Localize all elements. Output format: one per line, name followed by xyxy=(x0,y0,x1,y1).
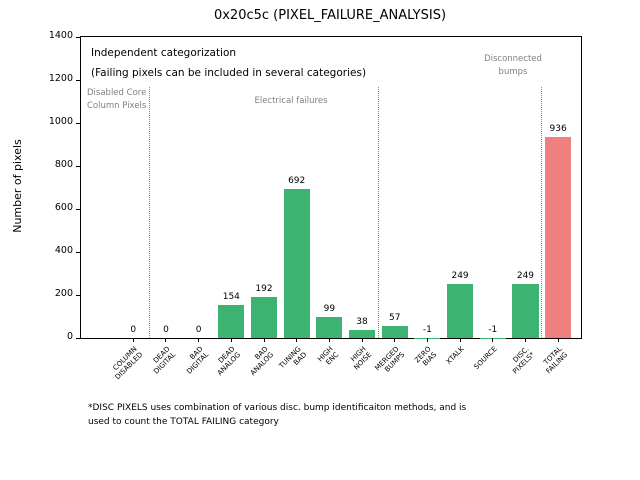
bar-4 xyxy=(250,296,278,338)
bar-value-label: 692 xyxy=(288,176,306,187)
y-tick-mark xyxy=(76,122,81,124)
x-tick-mark xyxy=(296,338,298,342)
bar-8 xyxy=(381,325,408,338)
bar-3 xyxy=(218,304,245,338)
region-label-1: Electrical failures xyxy=(254,96,328,106)
y-tick-label: 0 xyxy=(66,331,73,342)
region-label-0: Disabled Core Column Pixels xyxy=(87,88,147,111)
footnote: *DISC PIXELS uses combination of various… xyxy=(88,403,467,427)
y-tick-mark xyxy=(76,165,81,167)
category-separator-line xyxy=(149,87,151,338)
bar-value-label: 0 xyxy=(195,325,202,335)
bar-7 xyxy=(348,329,376,338)
region-label-2: Disconnected bumps xyxy=(484,54,542,77)
y-tick-mark xyxy=(76,208,81,210)
x-tick-mark xyxy=(492,338,494,342)
x-tick-mark xyxy=(230,338,232,342)
bar-value-label: 154 xyxy=(222,291,240,302)
x-tick-mark xyxy=(263,338,265,342)
x-tick-mark xyxy=(394,338,396,342)
x-tick-mark xyxy=(198,338,200,342)
bar-6 xyxy=(316,316,343,338)
category-separator-line xyxy=(377,87,379,338)
y-tick-mark xyxy=(76,251,81,253)
bar-value-label: 38 xyxy=(356,316,368,327)
y-tick-mark xyxy=(76,36,81,38)
category-separator-line xyxy=(541,87,543,338)
plot-area: Independent categorization (Failing pixe… xyxy=(49,30,582,381)
y-tick-label: 1000 xyxy=(48,116,73,127)
chart-title: 0x20c5c (PIXEL_FAILURE_ANALYSIS) xyxy=(213,8,447,23)
bar-10 xyxy=(447,284,474,338)
x-tick-mark xyxy=(132,338,134,342)
bar-value-label: -1 xyxy=(422,325,432,335)
bar-value-label: 249 xyxy=(451,271,469,282)
bar-value-label: 0 xyxy=(130,325,137,335)
x-tick-mark xyxy=(165,338,167,342)
bar-value-label: -1 xyxy=(488,325,498,335)
y-tick-label: 800 xyxy=(54,159,73,170)
bar-value-label: 192 xyxy=(255,283,273,294)
x-tick-mark xyxy=(426,338,428,342)
y-tick-mark xyxy=(76,79,81,81)
bar-value-label: 936 xyxy=(549,123,567,134)
y-axis-label: Number of pixels xyxy=(11,139,24,233)
bar-value-label: 99 xyxy=(323,303,336,314)
y-tick-label: 1200 xyxy=(48,73,73,84)
y-tick-mark xyxy=(76,337,81,339)
x-tick-mark xyxy=(459,338,461,342)
x-tick-mark xyxy=(557,338,559,342)
bar-12 xyxy=(512,284,539,338)
y-tick-label: 400 xyxy=(54,245,73,256)
x-tick-mark xyxy=(328,338,330,342)
x-tick-mark xyxy=(361,338,363,342)
bar-value-label: 249 xyxy=(516,271,535,282)
independent-categorization-note: Independent categorization (Failing pixe… xyxy=(91,47,367,79)
y-tick-mark xyxy=(76,294,81,296)
y-tick-label: 600 xyxy=(54,202,73,213)
y-tick-label: 200 xyxy=(54,288,73,299)
bar-value-label: 0 xyxy=(163,325,169,335)
x-tick-mark xyxy=(524,338,526,342)
bar-value-label: 57 xyxy=(388,312,401,323)
bar-5 xyxy=(283,189,310,338)
y-tick-label: 1400 xyxy=(48,30,73,41)
bar-13 xyxy=(545,136,572,338)
